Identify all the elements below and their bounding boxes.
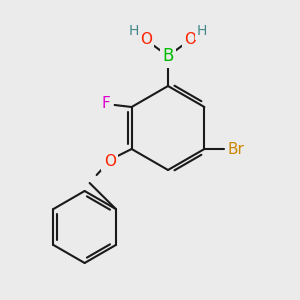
Text: F: F	[101, 97, 110, 112]
Text: H: H	[197, 24, 207, 38]
Text: O: O	[103, 154, 116, 169]
Text: Br: Br	[228, 142, 245, 157]
Text: H: H	[129, 24, 139, 38]
Text: O: O	[184, 32, 196, 47]
Text: B: B	[162, 47, 174, 65]
Text: O: O	[140, 32, 152, 47]
